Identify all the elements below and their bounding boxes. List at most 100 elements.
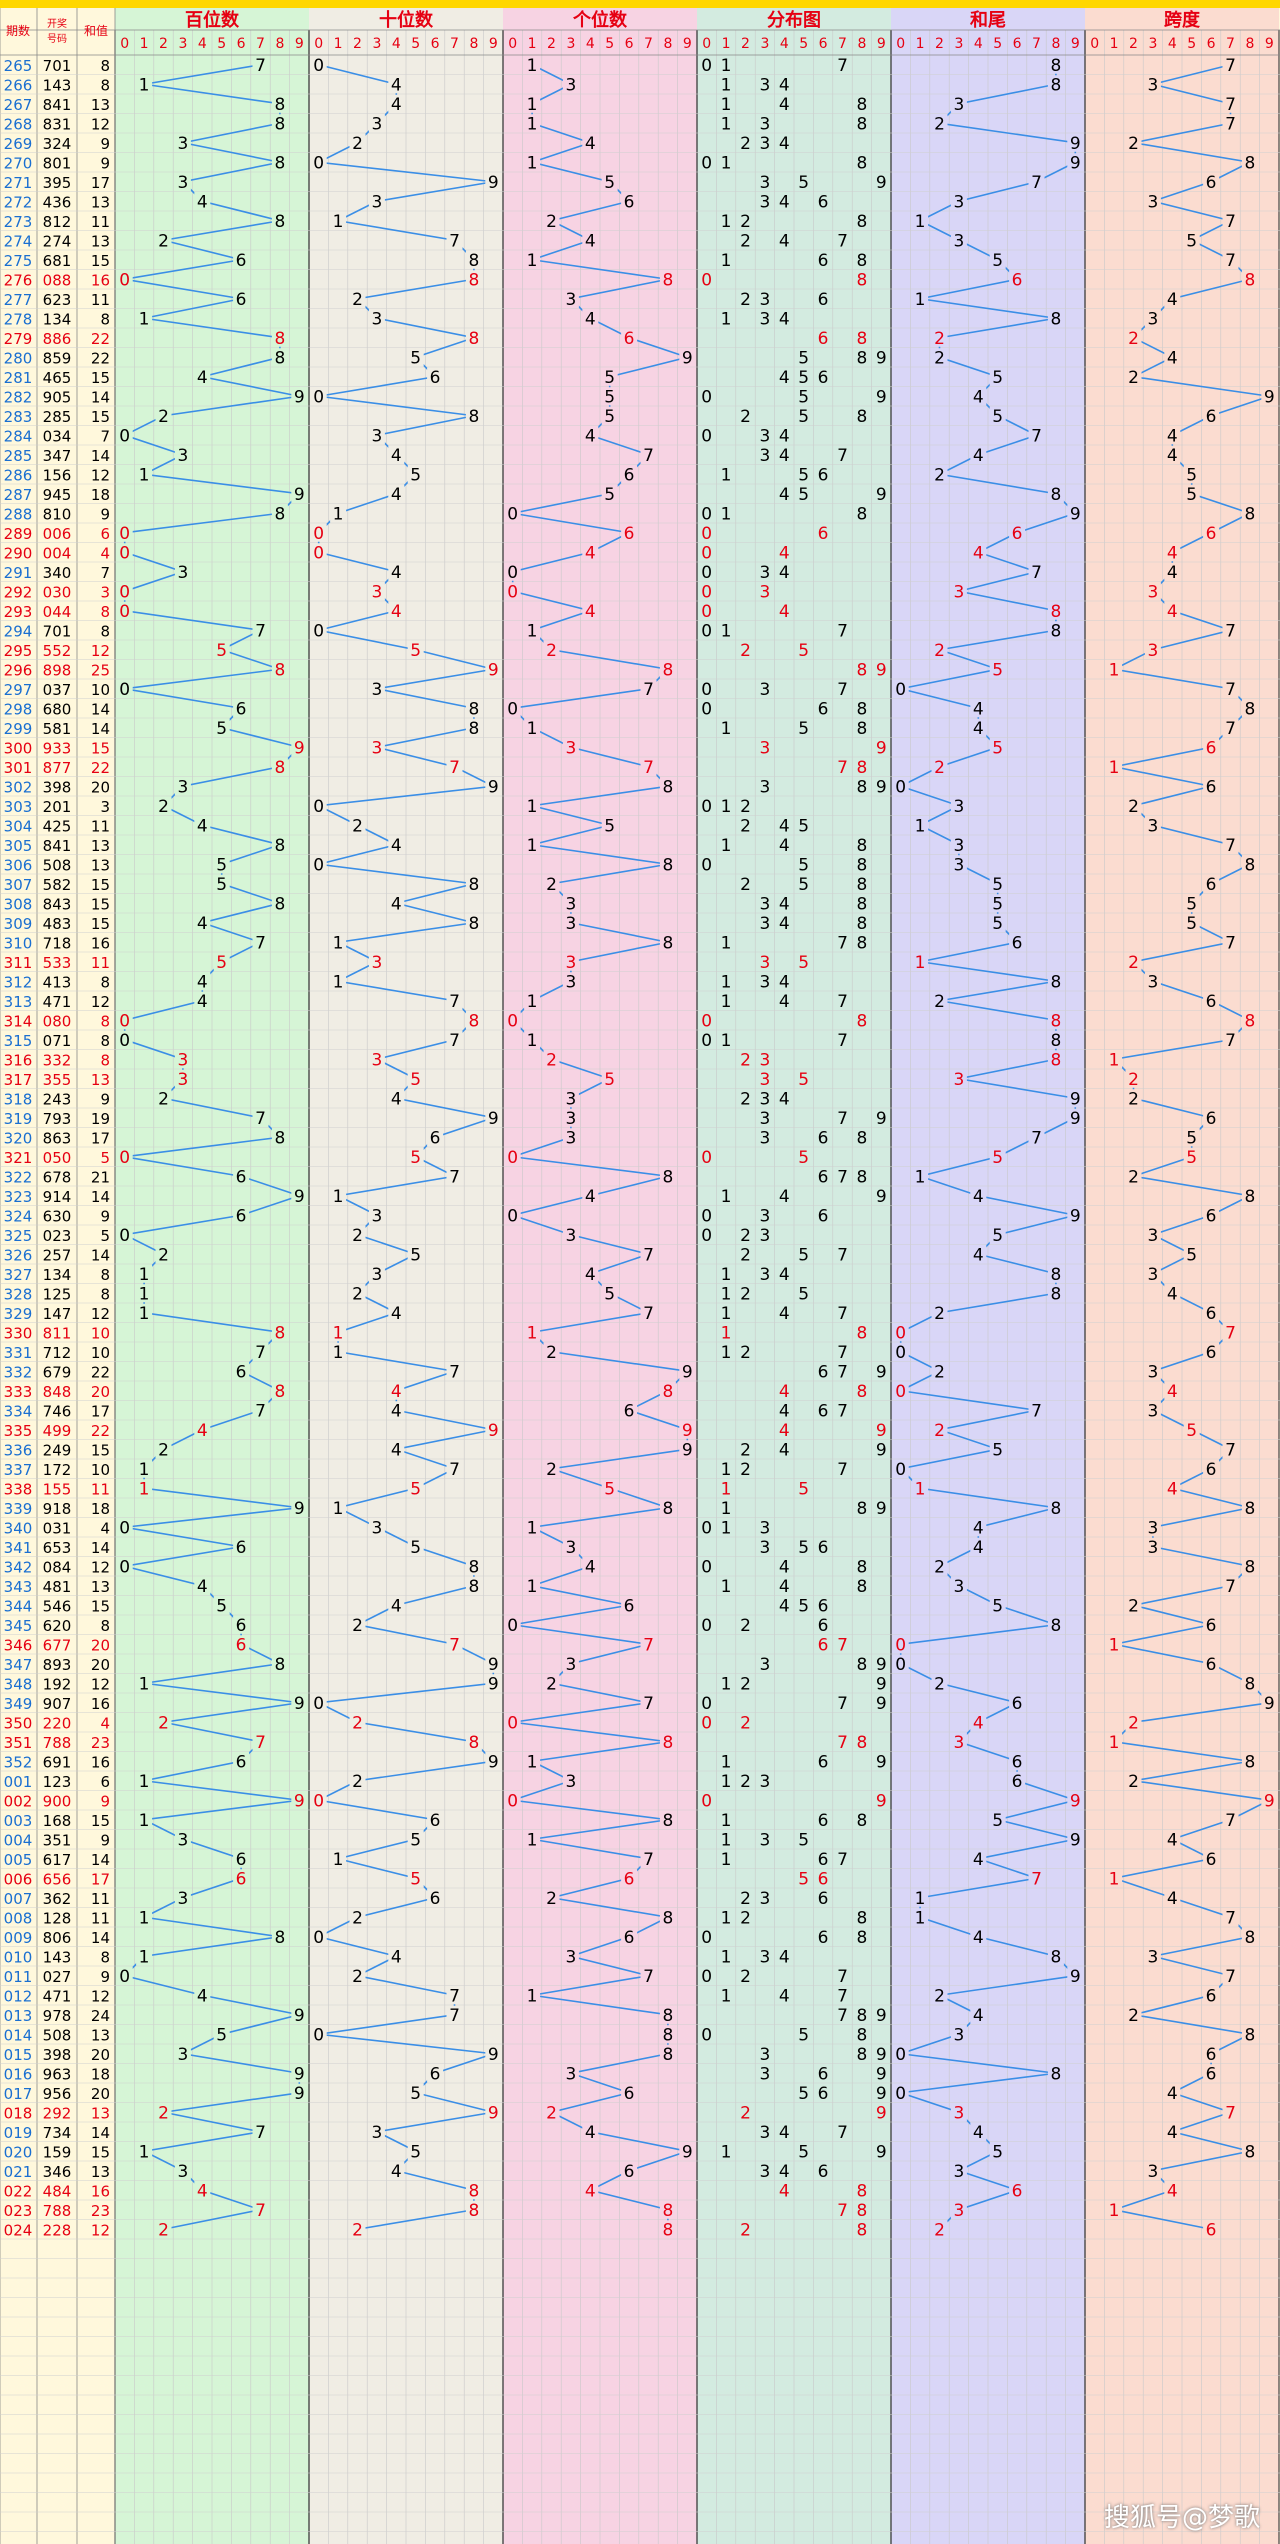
- mark-2: 1: [527, 114, 538, 134]
- mark-5: 7: [1225, 1031, 1236, 1051]
- number-label: 677: [43, 1636, 72, 1654]
- period-label: 336: [4, 1441, 33, 1459]
- dist-mark: 8: [856, 660, 867, 680]
- mark-0: 2: [158, 407, 169, 427]
- mark-bg: [233, 250, 250, 269]
- mark-5: 1: [1109, 758, 1120, 778]
- mark-bg: [931, 328, 948, 347]
- mark-bg: [1125, 1596, 1142, 1615]
- dist-mark: 8: [856, 777, 867, 797]
- dist-mark: 8: [856, 836, 867, 856]
- number-label: 848: [43, 1383, 72, 1401]
- mark-bg: [679, 2142, 696, 2161]
- dist-mark: 9: [876, 777, 887, 797]
- mark-bg: [136, 1303, 153, 1322]
- period-label: 017: [4, 2085, 33, 2103]
- dist-mark: 7: [837, 2123, 848, 2143]
- dist-mark: 5: [798, 1284, 809, 1304]
- mark-1: 3: [371, 1206, 382, 1226]
- mark-4: 4: [973, 1245, 984, 1265]
- mark-bg: [116, 1966, 133, 1985]
- mark-bg: [1203, 874, 1220, 893]
- mark-bg: [1241, 1011, 1258, 1030]
- digit-header: 7: [450, 36, 459, 52]
- period-label: 272: [4, 193, 33, 211]
- number-label: 355: [43, 1071, 72, 1089]
- period-label: 306: [4, 856, 33, 874]
- dist-mark: 3: [759, 972, 770, 992]
- sum-label: 9: [100, 1831, 110, 1849]
- mark-0: 3: [177, 1889, 188, 1909]
- sum-label: 18: [91, 1500, 110, 1518]
- mark-bg: [1028, 426, 1045, 445]
- number-label: 088: [43, 271, 72, 289]
- mark-bg: [989, 2142, 1006, 2161]
- dist-mark: 6: [818, 251, 829, 271]
- dist-mark: 0: [701, 680, 712, 700]
- mark-4: 3: [953, 1577, 964, 1597]
- mark-bg: [524, 1830, 541, 1849]
- mark-2: 3: [565, 75, 576, 95]
- number-label: 552: [43, 642, 72, 660]
- mark-5: 1: [1109, 660, 1120, 680]
- sum-label: 4: [100, 544, 110, 562]
- mark-bg: [659, 1167, 676, 1186]
- mark-2: 1: [527, 1830, 538, 1850]
- dist-mark: 3: [759, 1089, 770, 1109]
- mark-bg: [601, 1069, 618, 1088]
- sum-label: 20: [91, 2085, 110, 2103]
- mark-bg: [271, 94, 288, 113]
- dist-mark: 2: [740, 1889, 751, 1909]
- mark-2: 1: [527, 1031, 538, 1051]
- mark-bg: [524, 1323, 541, 1342]
- mark-bg: [950, 1732, 967, 1751]
- dist-mark: 8: [856, 270, 867, 290]
- mark-0: 8: [274, 153, 285, 173]
- dist-mark: 3: [759, 582, 770, 602]
- sum-label: 20: [91, 1383, 110, 1401]
- digit-header: 4: [586, 36, 595, 52]
- mark-bg: [931, 1362, 948, 1381]
- mark-1: 7: [449, 1460, 460, 1480]
- mark-5: 2: [1128, 134, 1139, 154]
- dist-mark: 7: [837, 2201, 848, 2221]
- mark-bg: [388, 1303, 405, 1322]
- mark-1: 3: [371, 426, 382, 446]
- dist-mark: 8: [856, 1655, 867, 1675]
- period-label: 004: [4, 1831, 33, 1849]
- sum-label: 8: [100, 1032, 110, 1050]
- mark-2: 0: [507, 563, 518, 583]
- sum-label: 6: [100, 1773, 110, 1791]
- mark-bg: [1203, 2220, 1220, 2239]
- mark-4: 8: [1050, 309, 1061, 329]
- mark-bg: [601, 1284, 618, 1303]
- mark-bg: [368, 952, 385, 971]
- mark-bg: [136, 1947, 153, 1966]
- dist-mark: 8: [856, 1928, 867, 1948]
- digit-header: 9: [1071, 36, 1080, 52]
- mark-5: 3: [1147, 1947, 1158, 1967]
- mark-5: 8: [1244, 1499, 1255, 1519]
- mark-bg: [1183, 913, 1200, 932]
- number-label: 859: [43, 349, 72, 367]
- dist-mark: 3: [759, 738, 770, 758]
- digit-header: 1: [140, 36, 149, 52]
- period-label: 327: [4, 1266, 33, 1284]
- mark-bg: [233, 1869, 250, 1888]
- mark-5: 6: [1206, 2064, 1217, 2084]
- mark-bg: [892, 679, 909, 698]
- mark-bg: [912, 211, 929, 230]
- mark-bg: [1047, 484, 1064, 503]
- mark-bg: [116, 523, 133, 542]
- mark-bg: [504, 562, 521, 581]
- number-label: 956: [43, 2085, 72, 2103]
- sum-label: 8: [100, 1617, 110, 1635]
- mark-bg: [136, 1264, 153, 1283]
- digit-header: 1: [528, 36, 537, 52]
- dist-mark: 1: [721, 1323, 732, 1343]
- mark-bg: [330, 1849, 347, 1868]
- sum-label: 7: [100, 564, 110, 582]
- dist-mark: 4: [779, 1304, 790, 1324]
- mark-1: 8: [468, 407, 479, 427]
- dist-mark: 3: [759, 914, 770, 934]
